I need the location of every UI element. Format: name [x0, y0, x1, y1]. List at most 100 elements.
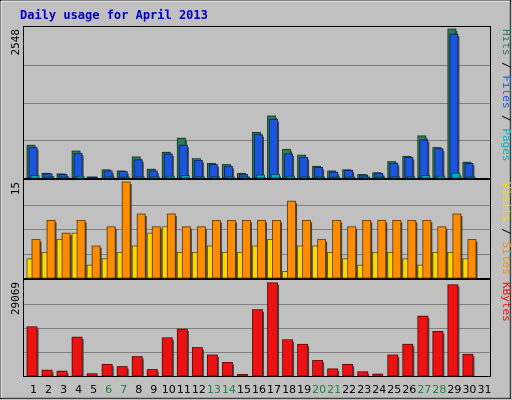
bar-sites-day-22: [347, 226, 357, 279]
bar-shadow: [457, 286, 460, 376]
bar-kbytes-day-18: [282, 339, 293, 377]
bar-shadow: [337, 174, 340, 178]
bar-shadow: [70, 235, 72, 278]
bar-files-day-30: [464, 162, 474, 179]
bar-sites-day-17: [272, 219, 281, 279]
panel-hits-files-pages: 2548 Hits / Files / Pages: [9, 26, 512, 179]
bar-shadow: [157, 371, 159, 376]
bar-pages-day-26: [406, 176, 416, 179]
x-tick-label-day-3: 3: [60, 383, 67, 396]
x-tick-label-day-2: 2: [45, 383, 52, 396]
bar-shadow: [442, 333, 445, 376]
bar-shadow: [100, 248, 102, 278]
bar-shadow: [250, 222, 252, 278]
bar-kbytes-day-25: [387, 354, 399, 377]
bar-shadow: [322, 362, 325, 376]
bar-shadow: [37, 328, 39, 376]
bar-shadow: [472, 356, 475, 376]
bar-shadow: [307, 346, 310, 376]
bar-sites-day-10: [166, 213, 176, 279]
x-tick-label-day-26: 26: [402, 383, 416, 396]
bar-pages-day-11: [180, 175, 190, 179]
bar-kbytes-day-27: [417, 315, 429, 377]
bar-shadow: [175, 216, 177, 278]
bar-pages-day-30: [466, 176, 476, 179]
bar-shadow: [352, 366, 355, 376]
bar-sites-day-12: [196, 226, 206, 279]
bar-shadow: [130, 184, 132, 278]
bar-sites-day-9: [151, 226, 161, 279]
bar-kbytes-day-8: [131, 356, 143, 377]
bar-sites-day-23: [362, 219, 372, 279]
bar-shadow: [459, 175, 462, 178]
bar-shadow: [415, 222, 418, 278]
bar-files-day-20: [314, 167, 324, 179]
bar-shadow: [310, 222, 313, 278]
bar-shadow: [172, 339, 174, 376]
bar-files-day-18: [284, 153, 293, 179]
bar-kbytes-day-29: [447, 284, 459, 377]
bar-shadow: [277, 284, 280, 376]
bar-kbytes-day-23: [357, 371, 369, 377]
x-tick-label-day-30: 30: [462, 383, 476, 396]
bar-pages-day-1: [30, 175, 40, 179]
x-tick-label-day-1: 1: [30, 383, 37, 396]
bar-shadow: [112, 366, 114, 376]
bar-shadow: [325, 241, 328, 278]
bar-files-day-28: [434, 148, 444, 179]
bar-shadow: [217, 356, 219, 376]
bar-shadow: [157, 172, 159, 178]
bar-sites-day-11: [181, 226, 191, 279]
bar-shadow: [472, 165, 475, 178]
bar-shadow: [235, 222, 237, 278]
bar-shadow: [142, 161, 144, 178]
bar-sites-day-29: [452, 213, 462, 279]
bar-sites-day-20: [317, 239, 327, 279]
panel-kbytes: 29069 KBytes: [9, 279, 512, 377]
bar-pages-day-8: [135, 176, 145, 179]
bar-shadow: [160, 228, 162, 278]
legend-entry: Sites: [500, 242, 512, 275]
bar-shadow: [190, 228, 192, 278]
bar-pages-day-28: [436, 175, 446, 179]
bar-sites-day-21: [332, 219, 342, 279]
bar-shadow: [217, 166, 219, 178]
bar-sites-day-27: [422, 219, 432, 279]
bar-shadow: [232, 168, 234, 178]
bar-kbytes-day-1: [26, 326, 38, 377]
bar-pages-day-13: [210, 176, 220, 179]
bar-kbytes-day-10: [161, 337, 173, 377]
bar-shadow: [295, 203, 298, 278]
bar-sites-day-13: [211, 219, 221, 279]
bar-shadow: [145, 216, 147, 278]
bar-shadow: [412, 159, 415, 178]
bar-shadow: [427, 141, 430, 178]
bar-shadow: [115, 228, 117, 278]
x-tick-label-day-11: 11: [177, 383, 191, 396]
x-tick-label-day-12: 12: [192, 383, 206, 396]
bar-shadow: [187, 331, 189, 376]
bar-pages-day-10: [165, 175, 175, 179]
bar-shadow: [385, 222, 388, 278]
bar-shadow: [187, 147, 189, 178]
bar-files-day-8: [133, 159, 143, 179]
x-tick-label-day-14: 14: [222, 383, 236, 396]
bar-files-day-16: [254, 134, 263, 179]
bar-kbytes-day-19: [297, 343, 308, 377]
bar-shadow: [397, 165, 400, 178]
legend-separator: /: [500, 56, 512, 76]
bar-kbytes-day-9: [146, 369, 158, 377]
x-tick-label-day-9: 9: [150, 383, 157, 396]
bar-files-day-12: [193, 160, 203, 179]
x-tick-label-day-31: 31: [477, 383, 491, 396]
bar-kbytes-day-4: [71, 336, 83, 377]
bar-shadow: [52, 372, 54, 376]
bar-kbytes-day-2: [41, 369, 53, 377]
legend: Hits / Files / Pages: [500, 29, 512, 162]
bar-pages-day-20: [316, 176, 326, 179]
x-tick-label-day-6: 6: [105, 383, 112, 396]
legend-entry: Visits: [500, 182, 512, 222]
bar-pages-day-3: [60, 176, 70, 179]
x-tick-label-day-29: 29: [447, 383, 461, 396]
bar-kbytes-day-16: [252, 309, 263, 377]
